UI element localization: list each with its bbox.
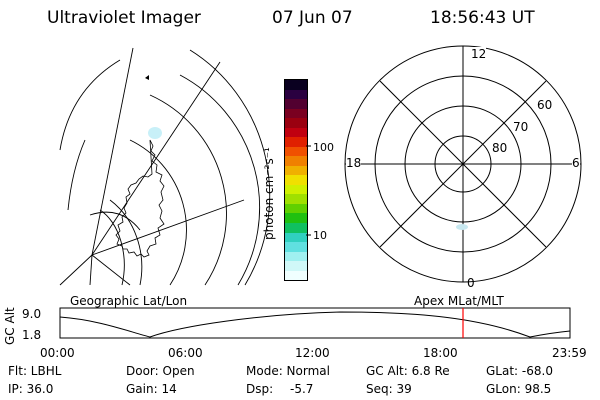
x-tick-0600: 06:00: [168, 346, 203, 360]
colorbar-segment: [285, 137, 307, 147]
x-tick-0000: 00:00: [40, 346, 75, 360]
colorbar-segment: [285, 146, 307, 157]
seq-label: Seq: 39: [366, 382, 412, 396]
geographic-label: Geographic Lat/Lon: [70, 294, 188, 308]
colorbar-segment: [285, 251, 307, 262]
lat-70-label: 70: [513, 120, 529, 134]
colorbar-segment: [285, 194, 307, 204]
colorbar-segment: [285, 156, 307, 166]
dsp-label: Dsp:: [246, 382, 274, 396]
colorbar-segment: [285, 99, 307, 109]
alt-tick-9: 9.0: [22, 307, 42, 321]
ip-label: IP: 36.0: [8, 382, 54, 396]
door-label: Door: Open: [126, 364, 195, 378]
mlt-12-label: 12: [471, 47, 487, 61]
dsp-value: -5.7: [290, 382, 314, 396]
glat-label: GLat: -68.0: [486, 364, 553, 378]
colorbar-segment: [285, 89, 307, 100]
colorbar: [284, 79, 308, 281]
colorbar-segment: [285, 80, 307, 90]
aurora-spot: [456, 224, 468, 230]
colorbar-segment: [285, 203, 307, 214]
gain-label: Gain: 14: [126, 382, 177, 396]
colorbar-ticks: [306, 145, 311, 236]
altitude-plot: [59, 307, 571, 339]
colorbar-segment: [285, 232, 307, 243]
colorbar-segment: [285, 270, 307, 281]
colorbar-segment: [285, 175, 307, 185]
colorbar-segment: [285, 184, 307, 195]
colorbar-segment: [285, 222, 307, 233]
apex-label: Apex MLat/MLT: [414, 294, 504, 308]
time-label: 18:56:43 UT: [430, 8, 535, 28]
mlt-18-label: 18: [346, 156, 362, 170]
gc-alt-label: GC Alt: 6.8 Re: [366, 364, 450, 378]
colorbar-tick-100: 100: [313, 141, 334, 154]
alt-tick-1-8: 1.8: [22, 328, 42, 342]
aurora-blob: [148, 127, 162, 139]
colorbar-segment: [285, 213, 307, 223]
colorbar-segment: [285, 118, 307, 128]
x-tick-1200: 12:00: [295, 346, 330, 360]
mode-label: Mode: Normal: [246, 364, 330, 378]
colorbar-segment: [285, 127, 307, 138]
date-label: 07 Jun 07: [272, 8, 353, 28]
x-tick-1800: 18:00: [423, 346, 458, 360]
x-tick-2359: 23:59: [552, 346, 587, 360]
glon-label: GLon: 98.5: [486, 382, 552, 396]
colorbar-segment: [285, 165, 307, 176]
colorbar-segment: [285, 242, 307, 252]
colorbar-segment: [285, 108, 307, 119]
colorbar-segment: [285, 261, 307, 271]
flt-label: Flt: LBHL: [8, 364, 62, 378]
colorbar-tick-10: 10: [313, 229, 327, 242]
mlt-0-label: 0: [467, 276, 475, 290]
lat-60-label: 60: [537, 98, 553, 112]
altitude-ylabel: GC Alt: [3, 307, 17, 345]
direction-marker-icon: [145, 75, 149, 80]
instrument-title: Ultraviolet Imager: [47, 8, 201, 28]
mlt-6-label: 6: [572, 156, 580, 170]
lat-80-label: 80: [492, 141, 508, 155]
